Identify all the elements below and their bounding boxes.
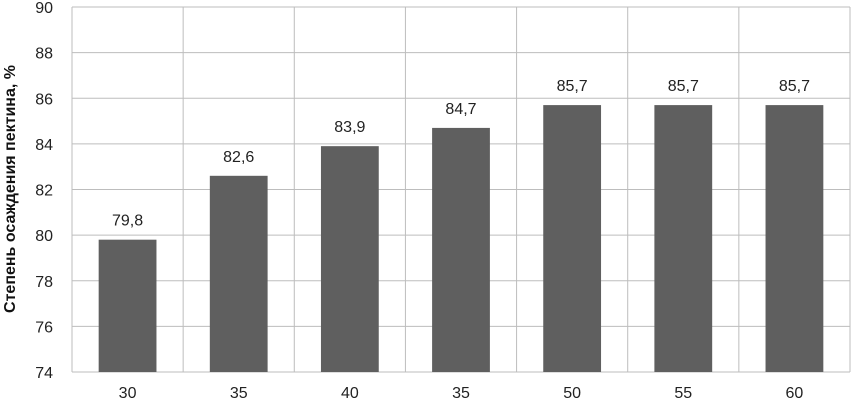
data-labels: 79,8 82,6 83,9 84,7 85,7 85,7 85,7 bbox=[112, 78, 810, 230]
y-tick-label-7: 88 bbox=[35, 46, 53, 63]
bar-2 bbox=[320, 146, 379, 372]
bars bbox=[98, 105, 824, 372]
x-tick-label-2: 40 bbox=[341, 385, 359, 402]
bar-1 bbox=[209, 175, 268, 372]
y-tick-label-8: 90 bbox=[35, 0, 53, 17]
y-axis-ticks: 74 76 78 80 82 84 86 88 90 bbox=[35, 0, 53, 382]
y-axis-title: Степень осаждения пектина, % bbox=[2, 65, 19, 313]
x-tick-label-1: 35 bbox=[230, 385, 248, 402]
y-tick-label-2: 78 bbox=[35, 274, 53, 291]
bar-3 bbox=[432, 127, 490, 372]
y-tick-label-0: 74 bbox=[35, 365, 53, 382]
data-label-1: 82,6 bbox=[223, 149, 254, 166]
y-tick-label-1: 76 bbox=[35, 319, 53, 336]
data-label-3: 84,7 bbox=[445, 101, 476, 118]
y-tick-label-3: 80 bbox=[35, 228, 53, 245]
x-tick-label-5: 55 bbox=[674, 385, 692, 402]
data-label-6: 85,7 bbox=[779, 78, 810, 95]
y-tick-label-4: 82 bbox=[35, 183, 53, 200]
bar-4 bbox=[543, 105, 602, 372]
x-tick-label-0: 30 bbox=[119, 385, 137, 402]
bar-6 bbox=[765, 105, 824, 372]
x-tick-label-6: 60 bbox=[786, 385, 804, 402]
x-axis-ticks: 30 35 40 35 50 55 60 bbox=[119, 385, 804, 402]
data-label-0: 79,8 bbox=[112, 213, 143, 230]
x-tick-label-3: 35 bbox=[452, 385, 470, 402]
bar-5 bbox=[654, 105, 713, 372]
data-label-5: 85,7 bbox=[668, 78, 699, 95]
y-tick-label-6: 86 bbox=[35, 91, 53, 108]
x-tick-label-4: 50 bbox=[563, 385, 581, 402]
y-tick-label-5: 84 bbox=[35, 137, 53, 154]
data-label-4: 85,7 bbox=[557, 78, 588, 95]
data-label-2: 83,9 bbox=[334, 119, 365, 136]
bar-0 bbox=[98, 239, 157, 372]
